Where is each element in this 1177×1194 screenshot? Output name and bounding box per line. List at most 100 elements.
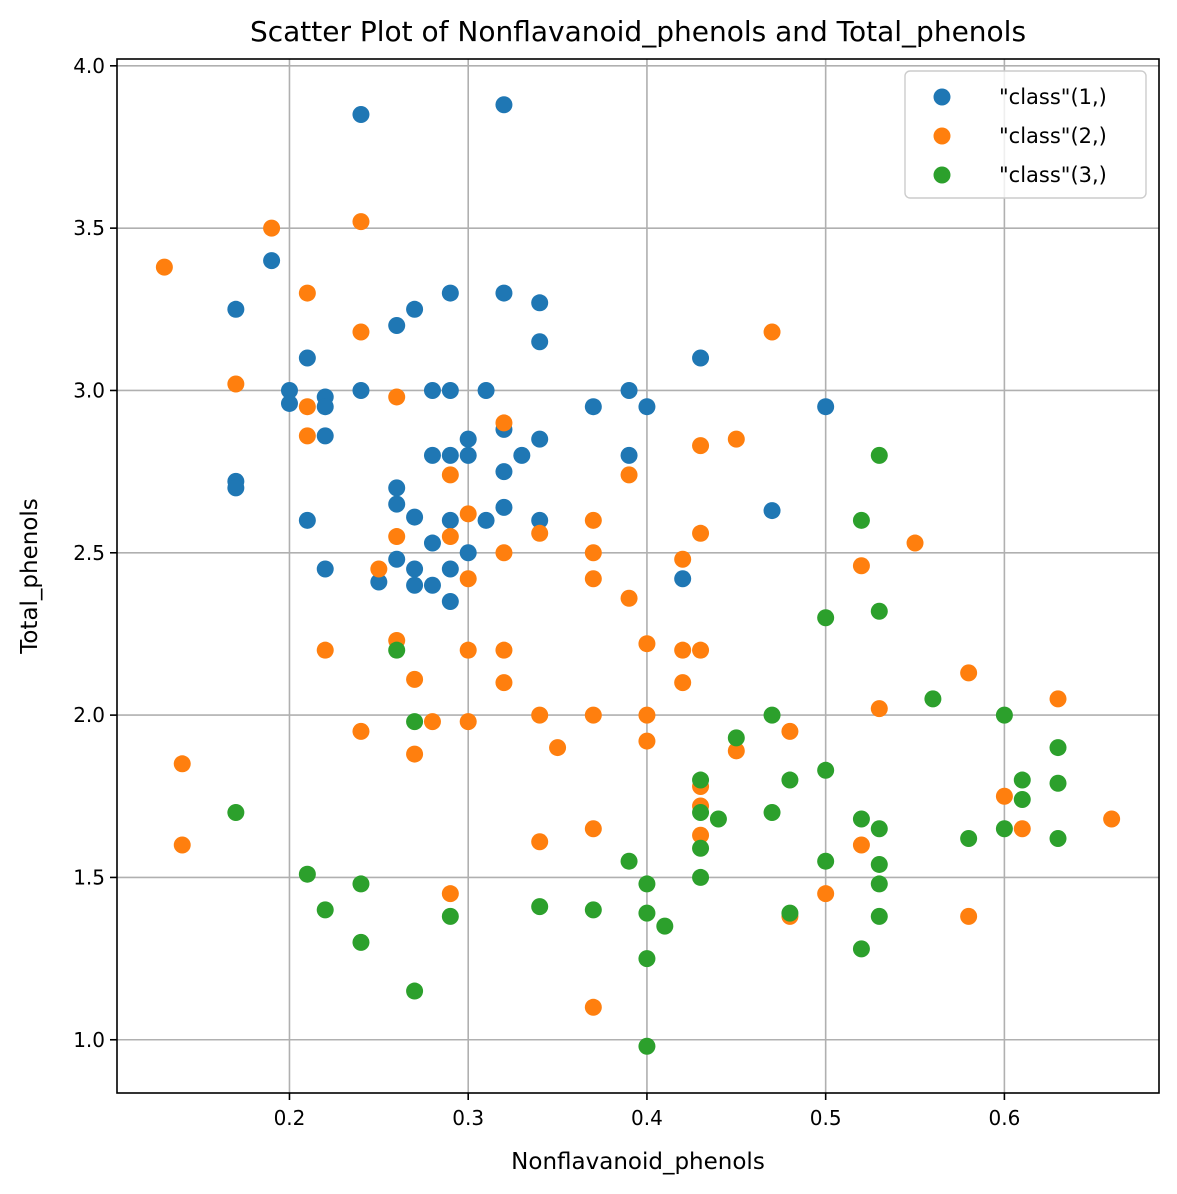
chart-title: Scatter Plot of Nonflavanoid_phenols and… <box>250 15 1026 48</box>
data-point <box>817 398 835 416</box>
y-tick-label: 1.5 <box>73 865 105 889</box>
data-point <box>1049 690 1067 708</box>
data-point <box>388 495 406 513</box>
data-point <box>1013 791 1031 809</box>
data-point <box>584 820 602 838</box>
data-point <box>638 875 656 893</box>
data-point <box>173 836 191 854</box>
data-point <box>298 865 316 883</box>
data-point <box>763 804 781 822</box>
data-point <box>316 427 334 445</box>
data-point <box>1049 829 1067 847</box>
data-point <box>924 690 942 708</box>
data-point <box>441 560 459 578</box>
data-point <box>656 917 674 935</box>
data-point <box>692 771 710 789</box>
data-point <box>173 755 191 773</box>
data-point <box>495 544 513 562</box>
data-point <box>388 528 406 546</box>
data-point <box>352 875 370 893</box>
data-point <box>298 349 316 367</box>
data-point <box>352 323 370 341</box>
data-point <box>227 375 245 393</box>
data-point <box>692 349 710 367</box>
data-point <box>406 745 424 763</box>
data-point <box>423 446 441 464</box>
data-point <box>441 885 459 903</box>
data-point <box>459 570 477 588</box>
y-tick-label: 1.0 <box>73 1028 105 1052</box>
data-point <box>352 106 370 124</box>
data-point <box>674 641 692 659</box>
data-point <box>584 570 602 588</box>
data-point <box>227 300 245 318</box>
data-point <box>352 722 370 740</box>
legend-label-series-1: "class"(1,) <box>999 85 1107 109</box>
data-point <box>316 560 334 578</box>
data-point <box>406 670 424 688</box>
legend-marker-series-1 <box>933 88 951 106</box>
data-point <box>298 398 316 416</box>
plot-frame <box>116 58 1160 1094</box>
data-point <box>781 722 799 740</box>
data-point <box>906 534 924 552</box>
data-point <box>817 885 835 903</box>
data-point <box>459 641 477 659</box>
data-point <box>870 907 888 925</box>
data-point <box>584 398 602 416</box>
data-point <box>423 534 441 552</box>
data-point <box>352 933 370 951</box>
data-point <box>298 427 316 445</box>
data-point <box>441 592 459 610</box>
data-point <box>441 381 459 399</box>
data-point <box>852 940 870 958</box>
x-tick-label: 0.4 <box>631 1106 663 1130</box>
data-points <box>155 96 1121 1055</box>
data-point <box>495 641 513 659</box>
data-point <box>459 430 477 448</box>
data-point <box>388 388 406 406</box>
data-point <box>531 294 549 312</box>
data-point <box>459 505 477 523</box>
data-point <box>584 901 602 919</box>
data-point <box>870 855 888 873</box>
data-point <box>227 804 245 822</box>
data-point <box>852 511 870 529</box>
data-point <box>406 300 424 318</box>
data-point <box>406 560 424 578</box>
data-point <box>870 602 888 620</box>
data-point <box>316 901 334 919</box>
data-point <box>531 333 549 351</box>
y-tick-label: 2.5 <box>73 541 105 565</box>
series-3-points <box>227 446 1067 1055</box>
data-point <box>1013 820 1031 838</box>
data-point <box>227 479 245 497</box>
y-tick-label: 4.0 <box>73 54 105 78</box>
data-point <box>531 511 549 529</box>
data-point <box>709 810 727 828</box>
data-point <box>692 804 710 822</box>
data-point <box>155 258 173 276</box>
x-axis-label: Nonflavanoid_phenols <box>511 1149 765 1175</box>
data-point <box>727 742 745 760</box>
data-point <box>620 446 638 464</box>
data-point <box>477 381 495 399</box>
legend-label-series-2: "class"(2,) <box>999 124 1107 148</box>
x-tick-label: 0.5 <box>810 1106 842 1130</box>
data-point <box>692 524 710 542</box>
data-point <box>1103 810 1121 828</box>
data-point <box>781 771 799 789</box>
data-point <box>495 414 513 432</box>
data-point <box>1049 739 1067 757</box>
data-point <box>531 898 549 916</box>
data-point <box>638 398 656 416</box>
data-point <box>495 463 513 481</box>
data-point <box>388 317 406 335</box>
legend-label-series-3: "class"(3,) <box>999 163 1107 187</box>
data-point <box>692 826 710 844</box>
data-point <box>370 573 388 591</box>
data-point <box>531 430 549 448</box>
data-point <box>388 550 406 568</box>
data-point <box>352 381 370 399</box>
